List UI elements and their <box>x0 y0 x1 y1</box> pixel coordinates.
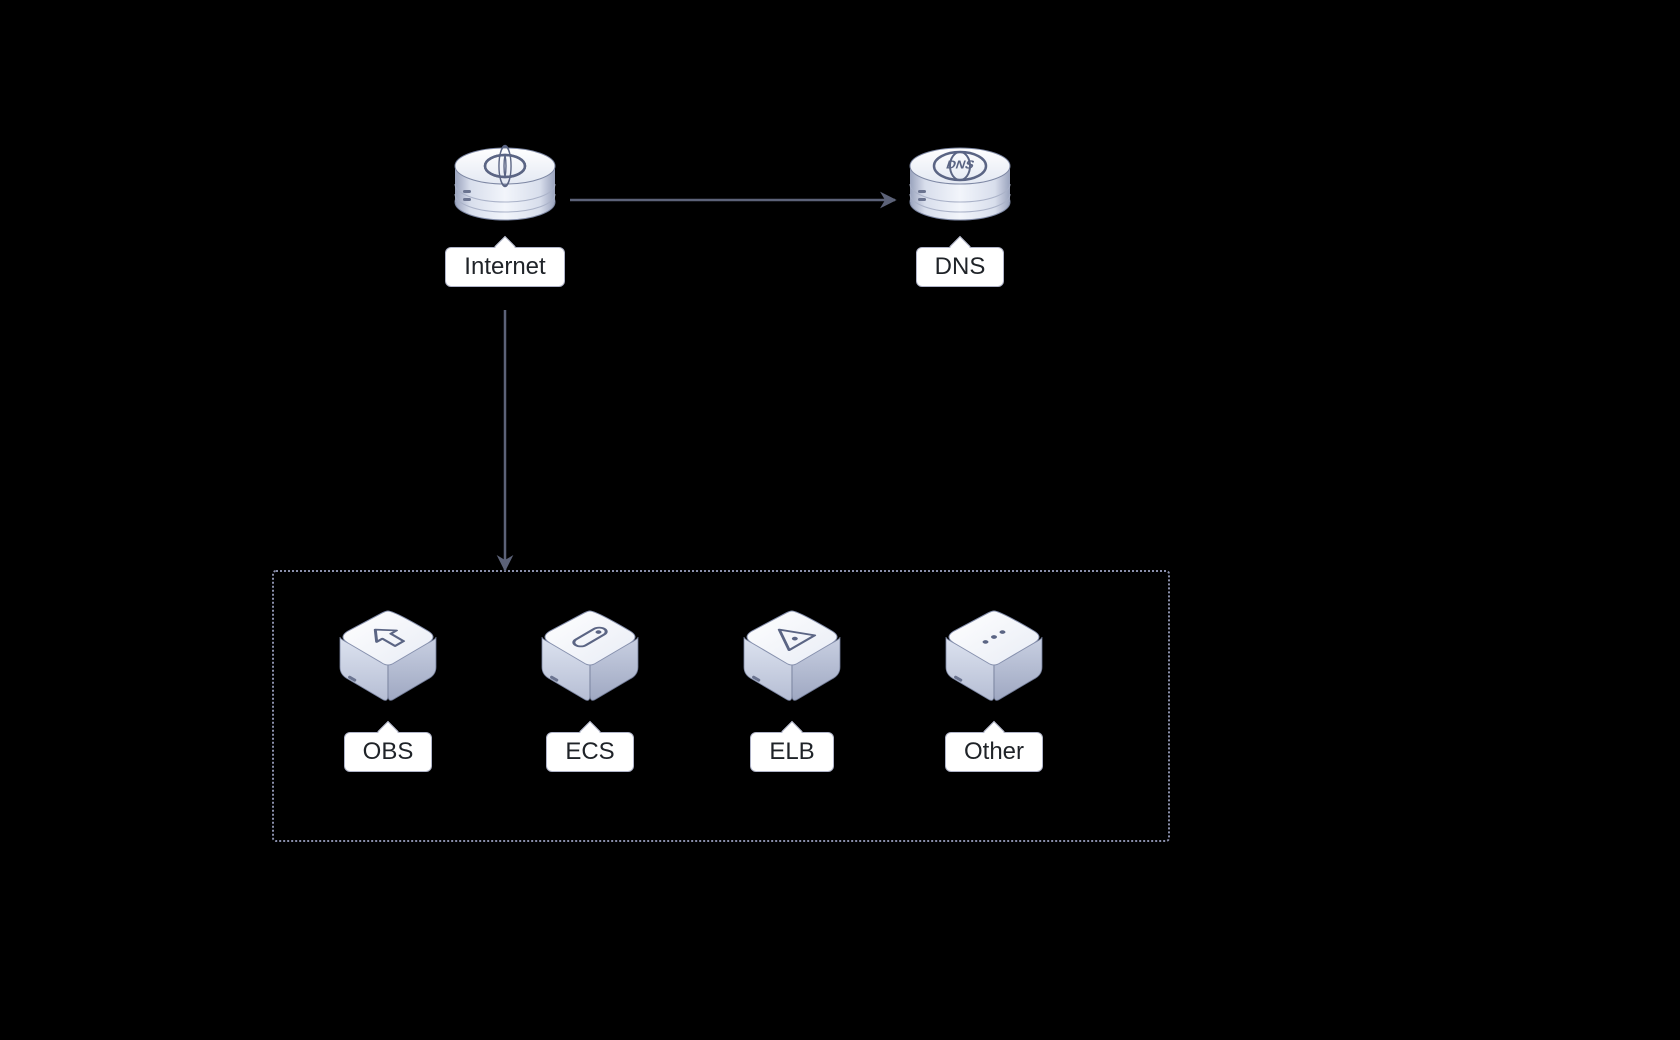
node-elb: ELB <box>732 605 852 772</box>
label-internet: Internet <box>445 247 564 287</box>
obs-icon <box>328 605 448 720</box>
other-icon <box>934 605 1054 720</box>
ecs-icon <box>530 605 650 720</box>
node-other: Other <box>934 605 1054 772</box>
elb-icon <box>732 605 852 720</box>
diagram-canvas: Internet DNS DNS OBS ECS ELB Other <box>0 0 1680 1040</box>
node-internet: Internet <box>445 140 565 287</box>
label-other: Other <box>945 732 1043 772</box>
label-dns: DNS <box>916 247 1005 287</box>
node-dns: DNS DNS <box>900 140 1020 287</box>
dns-icon: DNS <box>900 140 1020 235</box>
edges-layer <box>0 0 1680 1040</box>
node-ecs: ECS <box>530 605 650 772</box>
label-obs: OBS <box>344 732 433 772</box>
node-obs: OBS <box>328 605 448 772</box>
label-ecs: ECS <box>546 732 633 772</box>
svg-text:DNS: DNS <box>945 159 977 172</box>
label-elb: ELB <box>750 732 833 772</box>
internet-icon <box>445 140 565 235</box>
